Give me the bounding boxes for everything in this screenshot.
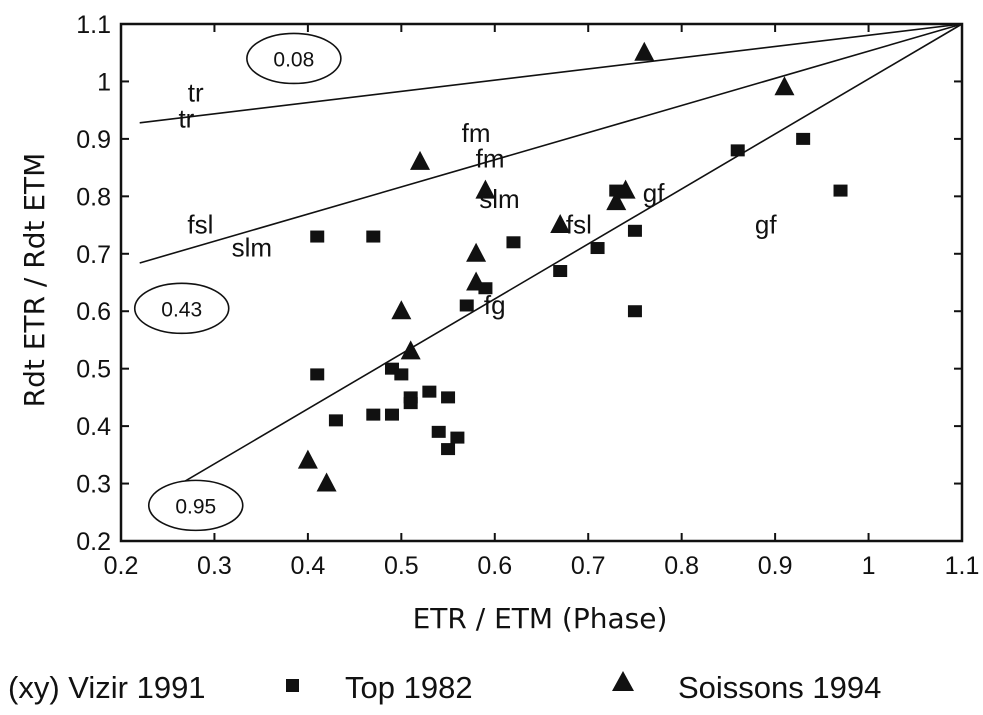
soissons-1994-point (774, 76, 795, 96)
x-tick-label: 0.5 (384, 552, 419, 580)
top-1982-point (431, 425, 446, 438)
r2-value-label: 0.95 (175, 495, 216, 518)
top-1982-point (422, 385, 437, 398)
r2-annotations: 0.08 0.43 0.95 (133, 32, 342, 532)
legend-triangle-marker (612, 671, 634, 691)
y-tick-label: 0.5 (76, 356, 111, 384)
top-1982-point (441, 443, 456, 456)
y-tick-label: 0.7 (76, 241, 111, 269)
soissons-1994-point (316, 472, 337, 492)
soissons-1994-point (615, 179, 636, 199)
soil-type-label: slm (232, 233, 272, 263)
top-1982-point (459, 299, 474, 312)
top-1982-point (730, 144, 745, 157)
x-axis: 0.2 0.3 0.4 0.5 0.6 0.7 0.8 0.9 1 1.1 (104, 24, 980, 580)
r2-oval (246, 32, 342, 85)
r2-value-label: 0.43 (161, 298, 202, 321)
top-1982-point (366, 408, 381, 421)
y-tick-label: 0.6 (76, 298, 111, 326)
top-1982-point (553, 265, 568, 278)
soil-type-label: fg (484, 290, 506, 320)
fit-lines (139, 23, 963, 487)
x-axis-title: ETR / ETM (Phase) (413, 602, 668, 635)
top-1982-point (590, 242, 605, 255)
soissons-1994-point (400, 340, 421, 360)
legend-vizir-label: (xy) Vizir 1991 (8, 670, 206, 705)
soil-type-label: fm (476, 144, 505, 174)
y-tick-label: 0.4 (76, 413, 111, 441)
top-1982-point (627, 305, 642, 318)
soil-type-label: gf (755, 210, 777, 240)
data-points (297, 41, 848, 492)
y-axis-title: Rdt ETR / Rdt ETM (18, 153, 51, 408)
top-1982-point (366, 230, 381, 243)
x-tick-label: 0.7 (571, 552, 606, 580)
x-tick-label: 1.1 (945, 552, 980, 580)
soissons-1994-point (475, 179, 496, 199)
top-1982-point (328, 414, 343, 427)
r2-value-label: 0.08 (273, 48, 314, 71)
x-tick-label: 0.4 (291, 552, 326, 580)
legend-soissons-label: Soissons 1994 (678, 670, 881, 705)
legend-square-marker (286, 679, 299, 692)
soissons-1994-point (550, 214, 571, 234)
top-1982-point (310, 368, 325, 381)
top-1982-point (833, 184, 848, 197)
top-1982-point (310, 230, 325, 243)
soil-type-label: fsl (566, 210, 592, 240)
fit-line (176, 23, 963, 487)
top-1982-point (450, 431, 465, 444)
soissons-1994-point (466, 242, 487, 262)
top-1982-point (506, 236, 521, 249)
top-1982-point (394, 368, 409, 381)
y-axis: 0.2 0.3 0.4 0.5 0.6 0.7 0.8 0.9 1 1.1 (76, 11, 962, 556)
x-tick-label: 0.3 (197, 552, 232, 580)
top-1982-point (796, 132, 811, 145)
soil-type-label: fm (462, 118, 491, 148)
x-tick-label: 0.8 (664, 552, 699, 580)
top-1982-point (627, 224, 642, 237)
soil-type-label: fsl (187, 210, 213, 240)
x-tick-label: 0.9 (758, 552, 793, 580)
x-tick-label: 1 (862, 552, 876, 580)
soissons-1994-point (606, 191, 627, 211)
top-1982-point (403, 397, 418, 410)
plot-frame (119, 22, 964, 543)
y-tick-label: 0.8 (76, 183, 111, 211)
soil-type-label: gf (643, 178, 665, 208)
soissons-1994-point (466, 271, 487, 291)
r2-oval (147, 479, 244, 532)
legend-top-label: Top 1982 (345, 670, 473, 705)
soissons-1994-point (634, 41, 655, 61)
x-tick-label: 0.2 (104, 552, 139, 580)
y-tick-label: 1.1 (76, 11, 111, 39)
r2-oval (133, 282, 230, 335)
soissons-1994-point (297, 449, 318, 469)
y-tick-label: 1 (97, 68, 111, 96)
legend: (xy) Vizir 1991 Top 1982 Soissons 1994 (8, 670, 881, 705)
x-tick-label: 0.6 (477, 552, 512, 580)
soissons-1994-point (410, 150, 431, 170)
y-tick-label: 0.3 (76, 471, 111, 499)
y-tick-label: 0.2 (76, 528, 111, 556)
soissons-1994-point (391, 300, 412, 320)
top-1982-point (441, 391, 456, 404)
fit-line (139, 23, 963, 124)
y-tick-label: 0.9 (76, 126, 111, 154)
soil-type-label: tr (188, 78, 204, 108)
soil-type-label: tr (178, 103, 194, 133)
fit-line (139, 23, 963, 264)
top-1982-point (384, 408, 399, 421)
soil-type-label: slm (479, 184, 519, 214)
